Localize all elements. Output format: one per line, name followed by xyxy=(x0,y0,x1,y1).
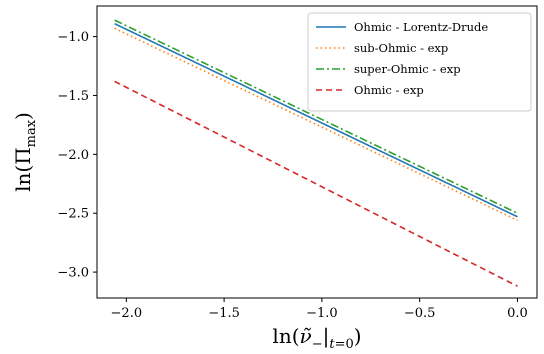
y-tick-label: −1.5 xyxy=(57,89,89,104)
y-tick-label: −3.0 xyxy=(57,266,89,281)
y-axis-label: ln(Πmax) xyxy=(11,112,39,192)
series-line-3 xyxy=(114,19,518,214)
series-lines xyxy=(114,19,518,287)
x-tick-label: 0.0 xyxy=(507,306,528,321)
x-axis-label: ln(ν̃−|t=0) xyxy=(272,324,361,352)
legend-label-2: sub-Ohmic - exp xyxy=(354,41,448,55)
y-tick-label: −2.0 xyxy=(57,148,89,163)
x-tick-label: −2.0 xyxy=(111,306,143,321)
legend-label-4: Ohmic - exp xyxy=(354,83,424,97)
y-tick-label: −1.0 xyxy=(57,30,89,45)
legend-box xyxy=(307,12,532,112)
series-line-1 xyxy=(114,22,518,218)
x-tick-label: −1.0 xyxy=(306,306,338,321)
legend-label-1: Ohmic - Lorentz-Drude xyxy=(354,20,488,34)
y-axis-ticks: −3.0 −2.5 −2.0 −1.5 −1.0 xyxy=(57,30,97,281)
legend: Ohmic - Lorentz-Drude sub-Ohmic - exp supe… xyxy=(307,12,532,112)
x-axis-ticks: −2.0 −1.5 −1.0 −0.5 0.0 xyxy=(111,298,528,321)
y-tick-label: −2.5 xyxy=(57,207,89,222)
legend-label-3: super-Ohmic - exp xyxy=(354,62,461,76)
x-tick-label: −0.5 xyxy=(404,306,436,321)
plot-frame xyxy=(96,5,538,299)
x-tick-label: −1.5 xyxy=(208,306,240,321)
series-line-4 xyxy=(114,80,518,287)
